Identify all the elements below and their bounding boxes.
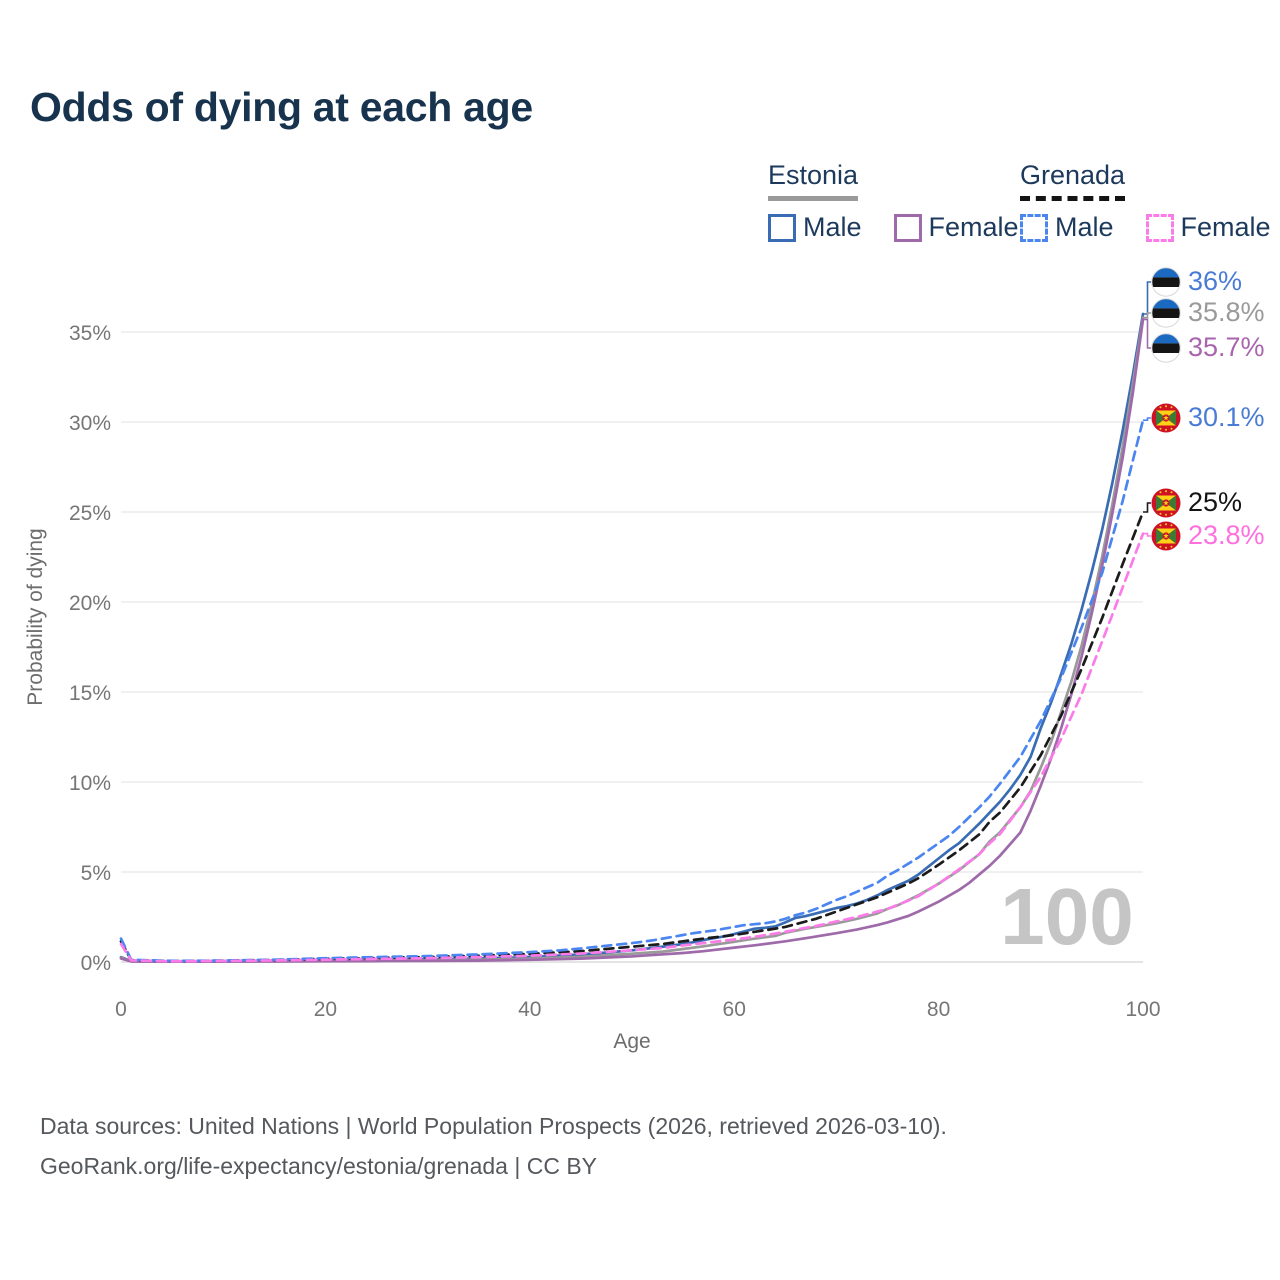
y-tick-label: 20% xyxy=(69,592,111,615)
end-value-label: 35.7% xyxy=(1188,332,1265,362)
end-value-label: 35.8% xyxy=(1188,297,1265,327)
legend-row-estonia: Male Female xyxy=(768,212,1019,243)
end-label-grenada-both: 25% xyxy=(1151,487,1242,518)
end-value-label: 23.8% xyxy=(1188,520,1265,550)
x-tick-label: 100 xyxy=(1125,998,1160,1021)
estonia-female-swatch-icon xyxy=(893,213,922,242)
y-tick-label: 30% xyxy=(69,412,111,435)
x-tick-label: 40 xyxy=(518,998,541,1021)
estonia-flag-icon xyxy=(1151,297,1181,328)
legend-country-label: Estonia xyxy=(768,160,859,190)
legend-country-label: Grenada xyxy=(1020,160,1126,190)
legend-row-grenada: Male Female xyxy=(1020,212,1271,243)
grenada-female-swatch-icon xyxy=(1145,213,1174,242)
legend-country-estonia[interactable]: Estonia xyxy=(768,160,859,201)
end-value-label: 30.1% xyxy=(1188,402,1265,432)
legend-item-estonia-female[interactable]: Female xyxy=(893,212,1019,243)
line-grenada-both[interactable] xyxy=(119,510,1145,963)
legend-item-label: Female xyxy=(928,212,1019,242)
grenada-flag-icon xyxy=(1151,403,1181,432)
end-label-connector xyxy=(1143,318,1151,349)
grenada-flag-icon xyxy=(1151,521,1181,550)
end-label-connector xyxy=(1143,417,1151,421)
legend-item-grenada-female[interactable]: Female xyxy=(1145,212,1271,243)
x-tick-label: 80 xyxy=(927,998,950,1021)
footer-attribution: GeoRank.org/life-expectancy/estonia/gren… xyxy=(40,1153,597,1179)
watermark-age-100: 100 xyxy=(1000,872,1133,961)
footer: Data sources: United Nations | World Pop… xyxy=(40,1106,947,1186)
legend-group-grenada: Grenada Male Female xyxy=(1020,160,1271,243)
legend-group-estonia: Estonia Male Female xyxy=(768,160,1019,243)
legend-item-label: Male xyxy=(803,212,862,242)
y-tick-label: 10% xyxy=(69,772,111,795)
legend-country-grenada[interactable]: Grenada xyxy=(1020,160,1126,201)
page-title: Odds of dying at each age xyxy=(30,84,533,130)
end-label-estonia-both: 35.8% xyxy=(1151,297,1265,328)
legend-item-label: Male xyxy=(1055,212,1114,242)
y-tick-label: 25% xyxy=(69,502,111,525)
end-value-label: 36% xyxy=(1188,266,1243,296)
y-tick-label: 15% xyxy=(69,682,111,705)
y-tick-label: 5% xyxy=(81,862,111,885)
estonia-flag-icon xyxy=(1151,266,1181,297)
grenada-flag-icon xyxy=(1151,488,1181,517)
end-label-estonia-male: 36% xyxy=(1151,266,1242,297)
estonia-flag-icon xyxy=(1151,332,1181,363)
grenada-male-swatch-icon xyxy=(1020,213,1048,242)
y-axis-title: Probability of dying xyxy=(24,528,47,705)
end-label-grenada-female: 23.8% xyxy=(1151,520,1265,551)
y-tick-label: 0% xyxy=(81,952,111,975)
x-tick-label: 60 xyxy=(723,998,746,1021)
end-label-connector xyxy=(1143,502,1151,513)
line-grenada-male[interactable] xyxy=(119,418,1145,963)
estonia-male-swatch-icon xyxy=(768,213,796,242)
end-label-connector xyxy=(1143,532,1151,537)
end-label-estonia-female: 35.7% xyxy=(1151,332,1265,363)
x-tick-label: 0 xyxy=(115,998,127,1021)
x-tick-label: 20 xyxy=(314,998,337,1021)
legend-item-estonia-male[interactable]: Male xyxy=(768,212,862,243)
end-label-connector xyxy=(1143,281,1151,315)
y-tick-label: 35% xyxy=(69,322,111,345)
end-label-connector xyxy=(1143,312,1151,319)
legend-item-label: Female xyxy=(1180,212,1271,242)
end-label-grenada-male: 30.1% xyxy=(1151,402,1265,433)
line-grenada-female[interactable] xyxy=(119,532,1145,963)
line-estonia-female[interactable] xyxy=(119,318,1145,963)
footer-data-sources: Data sources: United Nations | World Pop… xyxy=(40,1113,947,1139)
x-axis-title: Age xyxy=(613,1030,650,1053)
end-value-label: 25% xyxy=(1188,487,1243,517)
legend-item-grenada-male[interactable]: Male xyxy=(1020,212,1114,243)
